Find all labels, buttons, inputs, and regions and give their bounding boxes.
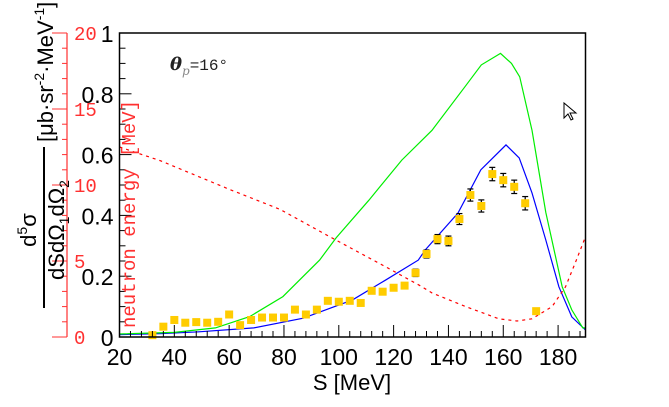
red-tick-label: 5 — [74, 252, 85, 274]
data-point — [356, 298, 365, 307]
x-tick-label: 60 — [216, 344, 242, 370]
curve-series-1 — [119, 52, 586, 335]
data-point — [181, 318, 190, 327]
data-point — [225, 310, 234, 319]
x-tick-label: 100 — [320, 344, 358, 370]
data-point — [411, 268, 420, 277]
y-axis-units: [μb·sr-2·MeV-1] — [31, 2, 58, 142]
data-point — [532, 307, 541, 316]
data-point — [477, 201, 486, 210]
data-point — [269, 313, 278, 322]
x-tick-label: 140 — [429, 344, 467, 370]
x-tick-label: 180 — [539, 344, 577, 370]
data-point — [488, 170, 497, 179]
curve-series-0 — [119, 144, 586, 336]
y-tick-label: 0.4 — [82, 203, 114, 229]
data-point — [499, 176, 508, 185]
data-point — [345, 296, 354, 305]
data-point — [192, 318, 201, 327]
data-point — [159, 322, 168, 331]
right-axis-title: neutron energy [MeV] — [119, 100, 141, 328]
y-axis-title: d5σ dSdΩ1dΩ2 [μb·sr-2·MeV-1] — [14, 2, 72, 308]
x-tick-label: 40 — [162, 344, 188, 370]
data-point — [389, 283, 398, 292]
data-point — [521, 199, 530, 208]
red-tick-label: 10 — [74, 176, 97, 198]
data-point — [247, 315, 256, 324]
red-tick-label: 0 — [74, 328, 85, 350]
curve-series-2 — [119, 146, 587, 322]
data-point — [455, 215, 464, 224]
y-tick-label: 0 — [101, 325, 114, 351]
y-tick-label: 0.8 — [82, 82, 114, 108]
y-tick-label: 1 — [101, 21, 114, 47]
x-tick-label: 80 — [271, 344, 297, 370]
data-point — [236, 321, 245, 330]
data-point — [312, 305, 321, 314]
data-point — [466, 191, 475, 200]
data-point — [301, 310, 310, 319]
data-point — [510, 182, 519, 191]
red-tick-label: 20 — [74, 24, 97, 46]
data-point — [378, 287, 387, 296]
mouse-cursor-icon — [563, 101, 578, 121]
y-tick-label: 0.2 — [82, 264, 114, 290]
data-point — [422, 250, 431, 259]
y-tick-label: 0.6 — [82, 143, 114, 169]
data-point — [400, 281, 409, 290]
data-point — [323, 296, 332, 305]
data-point — [203, 318, 212, 327]
data-point — [367, 286, 376, 295]
x-tick-label: 160 — [484, 344, 522, 370]
data-point — [334, 297, 343, 306]
data-point — [433, 235, 442, 244]
fraction-numerator: d5σ — [14, 213, 41, 247]
data-point — [444, 236, 453, 245]
angle-annotation: θp=16° — [170, 54, 228, 78]
data-point — [279, 313, 288, 322]
x-axis-title: S [MeV] — [313, 370, 391, 395]
red-tick-label: 15 — [74, 100, 97, 122]
data-point — [258, 313, 267, 322]
data-point — [214, 317, 223, 326]
fraction-denominator: dSdΩ1dΩ2 — [44, 180, 72, 280]
x-tick-label: 120 — [374, 344, 412, 370]
x-tick-label: 20 — [107, 344, 133, 370]
data-point — [170, 315, 179, 324]
data-point — [290, 305, 299, 314]
